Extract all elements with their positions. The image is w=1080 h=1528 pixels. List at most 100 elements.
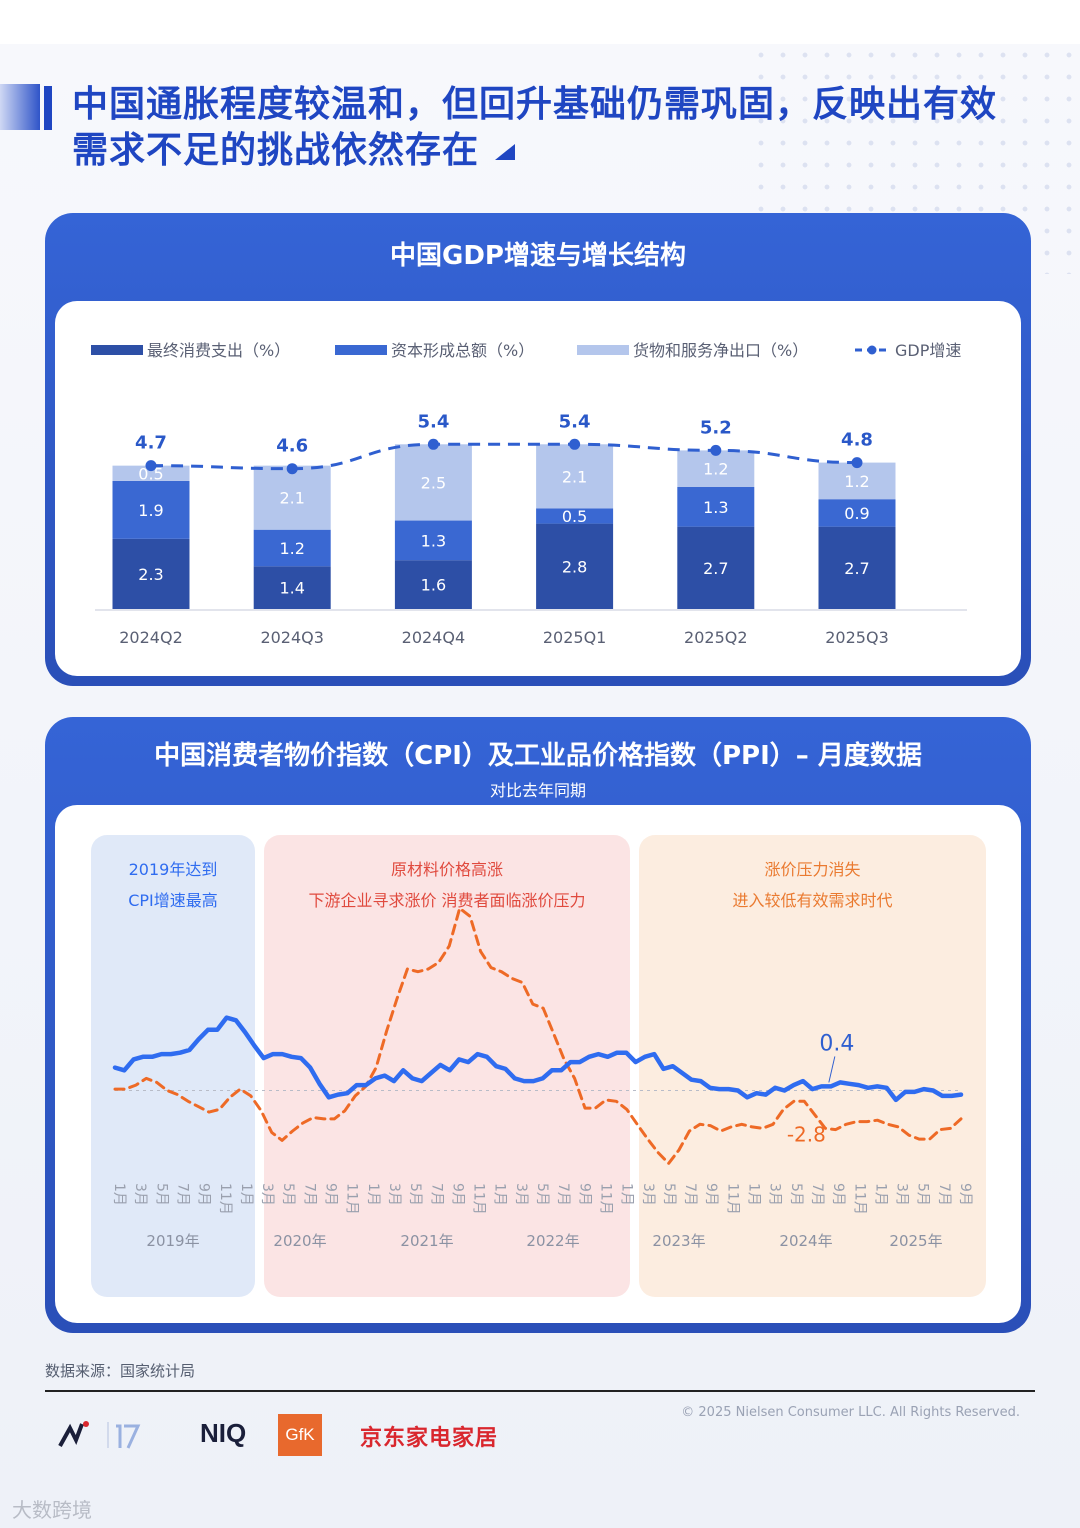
bar-label-2024Q4-2: 1.3 (421, 531, 446, 550)
gdp-label-2025Q3: 4.8 (841, 430, 873, 451)
period-text-1-line1: 2019年达到 (129, 860, 218, 879)
legend-label-1: 最终消费支出（%） (147, 341, 290, 360)
gdp-point-2024Q4 (427, 438, 439, 450)
ppi-line (113, 906, 963, 1165)
bar-label-2024Q2-3: 0.5 (138, 464, 163, 483)
jd-home-appliance-logo: 京东家电家居 (360, 1426, 499, 1451)
bar-label-2024Q3-2: 1.2 (279, 539, 304, 558)
gdp-chart-area: 最终消费支出（%） 资本形成总额（%） 货物和服务净出口（%） GDP增速 2.3 1.9… (55, 301, 1021, 676)
period-box-2 (264, 835, 630, 1297)
watermark: 大数跨境 (12, 1498, 92, 1522)
triangle-icon (495, 144, 516, 160)
cpi-annotation: 0.4 (819, 1031, 854, 1056)
bar-2024Q2-2 (112, 480, 190, 539)
bar-2024Q2-1 (112, 538, 190, 609)
bar-label-2024Q4-1: 1.6 (421, 576, 446, 595)
gdp-growth-line (150, 442, 858, 471)
month-tick-29: 9月 (703, 1183, 719, 1206)
month-tick-23: 9月 (576, 1183, 592, 1206)
period-text-1-line2: CPI增速最高 (128, 891, 218, 910)
month-tick-10: 7月 (301, 1183, 317, 1206)
period-text-2-line2: 下游企业寻求涨价 消费者面临涨价压力 (308, 891, 585, 910)
bar-2025Q1-1 (536, 523, 614, 609)
month-tick-28: 7月 (682, 1183, 698, 1206)
bar-2025Q3-2 (818, 499, 896, 527)
month-tick-32: 3月 (767, 1183, 783, 1206)
gdp-panel-title: 中国GDP增速与增长结构 (390, 241, 686, 271)
bar-2024Q4-1 (394, 560, 472, 609)
month-tick-1: 1月 (111, 1183, 127, 1206)
bar-2025Q3-1 (818, 526, 896, 609)
cpi-annotation-leader (828, 1056, 836, 1083)
month-tick-24: 11月 (597, 1183, 613, 1215)
month-tick-11: 9月 (323, 1183, 339, 1206)
gdp-point-2025Q2 (710, 444, 722, 456)
ppi-annotation: -2.8 (787, 1122, 826, 1146)
year-label-2025年: 2025年 (889, 1232, 942, 1250)
month-tick-37: 1月 (872, 1183, 888, 1206)
year-label-2019年: 2019年 (146, 1232, 199, 1250)
gdp-panel: 中国GDP增速与增长结构 最终消费支出（%） 资本形成总额（%） 货物和服务净出口（… (45, 213, 1031, 686)
bar-label-2025Q2-2: 1.3 (703, 498, 728, 517)
month-tick-40: 7月 (936, 1183, 952, 1206)
year-label-2021年: 2021年 (400, 1232, 453, 1250)
period-box-1 (91, 835, 255, 1297)
top-band (0, 0, 1080, 44)
footer-divider (45, 1390, 1035, 1392)
bar-label-2024Q3-1: 1.4 (279, 579, 304, 598)
bar-label-2025Q2-3: 1.2 (703, 460, 728, 479)
x-tick-2024Q4: 2024Q4 (402, 628, 466, 647)
x-tick-2024Q2: 2024Q2 (119, 628, 183, 647)
bar-label-2025Q3-1: 2.7 (844, 559, 869, 578)
data-source: 数据来源：国家统计局 (45, 1362, 196, 1380)
title-decoration (0, 84, 40, 130)
month-tick-18: 11月 (471, 1183, 487, 1215)
month-tick-20: 3月 (513, 1183, 529, 1206)
gdp-label-2025Q2: 5.2 (700, 417, 732, 438)
month-tick-21: 5月 (534, 1183, 550, 1206)
period-text-2-line1: 原材料价格高涨 (391, 860, 503, 879)
month-tick-3: 5月 (153, 1183, 169, 1206)
cpi-panel-subtitle: 对比去年同期 (489, 781, 586, 800)
cpi-chart-area: 2019年达到 CPI增速最高 原材料价格高涨 下游企业寻求涨价 消费者面临涨价压力 涨… (55, 805, 1021, 1323)
cpi-panel: 中国消费者物价指数（CPI）及工业品价格指数（PPI）– 月度数据 对比去年同期… (45, 717, 1031, 1333)
legend-label-2: 资本形成总额（%） (391, 341, 534, 360)
month-tick-6: 11月 (217, 1183, 233, 1215)
bar-2025Q1-3 (536, 444, 614, 509)
month-tick-7: 1月 (238, 1183, 254, 1206)
legend-swatch-3 (577, 345, 629, 355)
x-tick-2025Q2: 2025Q2 (684, 628, 748, 647)
copyright: © 2025 Nielsen Consumer LLC. All Rights … (681, 1405, 1020, 1420)
month-tick-27: 5月 (661, 1183, 677, 1206)
month-tick-33: 5月 (788, 1183, 804, 1206)
year-label-2024年: 2024年 (779, 1232, 832, 1250)
gdp-label-2024Q4: 5.4 (417, 411, 449, 432)
gdp-chart: 最终消费支出（%） 资本形成总额（%） 货物和服务净出口（%） GDP增速 2.3 1.9… (91, 341, 967, 647)
month-tick-34: 7月 (809, 1183, 825, 1206)
month-tick-4: 7月 (174, 1183, 190, 1206)
month-tick-26: 3月 (640, 1183, 656, 1206)
bar-label-2025Q2-1: 2.7 (703, 559, 728, 578)
legend-label-gdp: GDP增速 (895, 341, 961, 360)
year-label-2023年: 2023年 (652, 1232, 705, 1250)
month-tick-15: 5月 (407, 1183, 423, 1206)
bar-2024Q4-3 (394, 444, 472, 521)
month-tick-16: 7月 (428, 1183, 444, 1206)
year-label-2022年: 2022年 (526, 1232, 579, 1250)
bar-label-2025Q1-2: 0.5 (562, 507, 587, 526)
ni-17th-logo (58, 1421, 141, 1449)
bar-2024Q4-2 (394, 520, 472, 561)
month-tick-5: 9月 (196, 1183, 212, 1206)
bar-2024Q2-3 (112, 465, 190, 481)
bar-label-2024Q2-2: 1.9 (138, 501, 163, 520)
month-tick-12: 11月 (344, 1183, 360, 1215)
month-tick-39: 5月 (915, 1183, 931, 1206)
gdp-label-2024Q3: 4.6 (276, 436, 308, 457)
cpi-panel-title: 中国消费者物价指数（CPI）及工业品价格指数（PPI）– 月度数据 (154, 741, 922, 771)
gdp-label-2025Q1: 5.4 (559, 411, 591, 432)
legend-label-3: 货物和服务净出口（%） (633, 341, 808, 360)
month-tick-30: 11月 (724, 1183, 740, 1215)
gdp-point-2025Q1 (569, 438, 581, 450)
month-tick-19: 1月 (492, 1183, 508, 1206)
